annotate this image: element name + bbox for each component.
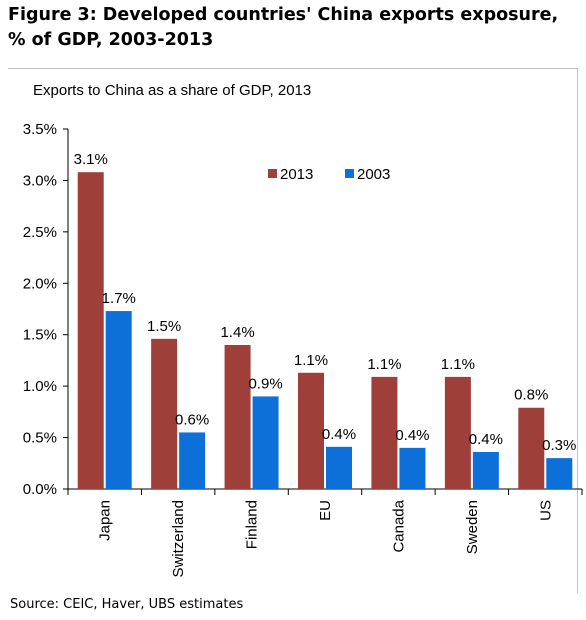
data-label: 1.1% (367, 356, 401, 373)
bar-2003-switzerland (179, 432, 206, 489)
data-label: 1.1% (441, 356, 475, 373)
x-tick-label: Switzerland (170, 500, 187, 578)
legend-swatch-2013 (268, 169, 277, 178)
y-tick-label: 2.5% (23, 224, 57, 241)
x-tick-label: Japan (97, 500, 114, 541)
legend-label-2003: 2003 (357, 166, 390, 183)
x-tick-label: Canada (390, 499, 407, 552)
y-tick-label: 0.0% (23, 481, 57, 498)
x-tick-label: US (537, 500, 554, 521)
data-label: 0.4% (322, 426, 356, 443)
data-label: 0.4% (395, 427, 429, 444)
bar-2003-us (546, 458, 573, 489)
x-tick-label: Sweden (464, 500, 481, 554)
data-label: 0.9% (248, 375, 282, 392)
bar-2013-us (518, 407, 545, 489)
source-note: Source: CEIC, Haver, UBS estimates (10, 597, 244, 612)
y-tick-label: 0.5% (23, 430, 57, 447)
chart-frame (8, 68, 578, 593)
data-label: 1.7% (102, 290, 136, 307)
y-tick-label: 1.5% (23, 327, 57, 344)
bar-2013-switzerland (151, 338, 178, 489)
bar-2003-sweden (472, 451, 499, 489)
data-label: 0.3% (542, 437, 576, 454)
chart-title: Exports to China as a share of GDP, 2013 (33, 82, 311, 99)
figure-title: Figure 3: Developed countries' China exp… (8, 5, 559, 50)
legend-label-2013: 2013 (280, 166, 313, 183)
data-label: 0.4% (469, 431, 503, 448)
bar-2003-finland (252, 396, 279, 489)
data-label: 1.5% (147, 318, 181, 335)
data-label: 3.1% (74, 151, 108, 168)
bar-2013-finland (224, 345, 251, 489)
data-label: 1.1% (294, 352, 328, 369)
chart-legend: 2013 2003 (268, 166, 390, 183)
data-label: 0.8% (514, 387, 548, 404)
chart-bars (77, 172, 573, 489)
bar-2013-eu (298, 372, 324, 489)
bar-2013-canada (371, 376, 398, 489)
bar-2003-japan (105, 311, 132, 489)
bar-2003-eu (326, 446, 352, 489)
bar-2003-canada (399, 447, 426, 489)
x-tick-label: Finland (244, 500, 261, 549)
bar-2013-japan (77, 172, 104, 489)
y-tick-label: 3.0% (23, 172, 57, 189)
y-tick-label: 3.5% (23, 121, 57, 138)
legend-swatch-2003 (345, 169, 354, 178)
chart-data-labels: 3.1% 1.5% 1.4% 1.1% 1.1% 1.1% 0.8% 1.7% 0.6% 0.9%… (74, 151, 577, 454)
y-tick-label: 1.0% (23, 378, 57, 395)
x-tick-label: EU (317, 500, 334, 521)
data-label: 1.4% (220, 324, 254, 341)
data-label: 0.6% (175, 411, 209, 428)
bar-2013-sweden (444, 376, 471, 489)
y-tick-label: 2.0% (23, 275, 57, 292)
